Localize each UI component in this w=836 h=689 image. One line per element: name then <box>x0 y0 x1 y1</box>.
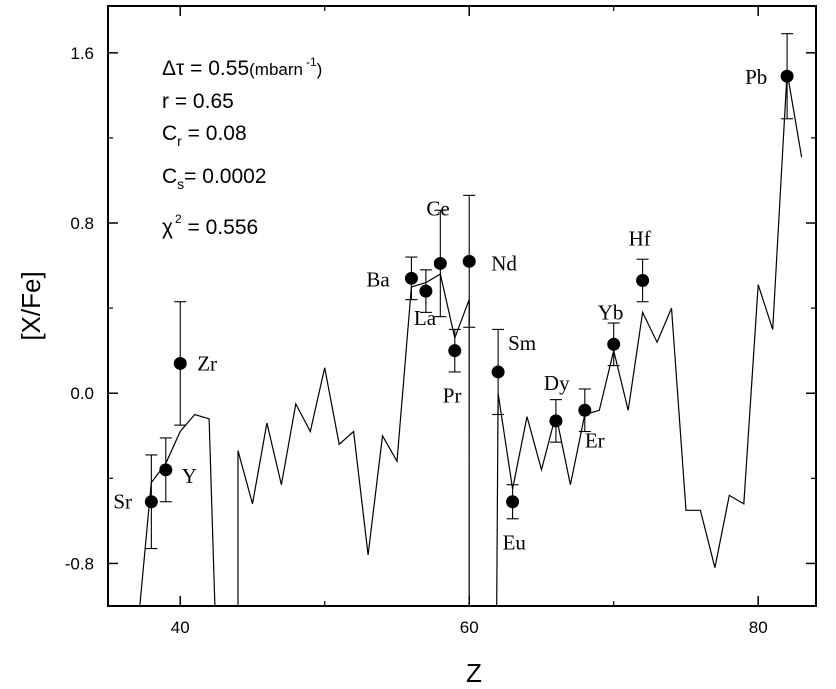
element-label-er: Er <box>585 428 605 452</box>
data-marker <box>462 254 476 268</box>
data-marker <box>159 463 173 477</box>
data-marker <box>491 365 505 379</box>
element-label-pr: Pr <box>443 384 462 408</box>
data-point-y: Y <box>159 437 197 503</box>
data-point-pr: Pr <box>443 328 462 408</box>
data-marker <box>506 495 520 509</box>
element-label-nd: Nd <box>491 251 517 275</box>
x-tick-label: 60 <box>460 618 479 637</box>
data-point-eu: Eu <box>503 484 527 555</box>
element-label-dy: Dy <box>544 371 570 395</box>
y-tick-label: 1.6 <box>70 44 94 63</box>
data-marker <box>780 69 794 83</box>
element-label-yb: Yb <box>598 300 624 324</box>
y-tick-label: 0.0 <box>70 384 94 403</box>
x-tick-label: 40 <box>171 618 190 637</box>
data-point-sm: Sm <box>491 328 536 416</box>
element-label-hf: Hf <box>629 226 651 250</box>
data-marker <box>607 337 621 351</box>
data-point-yb: Yb <box>598 300 624 367</box>
y-tick-label: -0.8 <box>65 554 94 573</box>
model-line-group <box>139 71 803 606</box>
y-axis-title: [X/Fe] <box>16 271 46 340</box>
data-point-la: La <box>414 269 437 330</box>
data-marker <box>636 273 650 287</box>
data-marker <box>404 271 418 285</box>
data-point-nd: Nd <box>462 194 517 328</box>
annotation-delta-tau: Δτ = 0.55(mbarn -1) <box>162 55 322 80</box>
data-point-dy: Dy <box>544 371 570 443</box>
x-axis-title: Z <box>466 658 482 688</box>
plot-frame <box>107 5 817 607</box>
annotation-cs: Cs= 0.0002 <box>162 165 267 192</box>
element-label-zr: Zr <box>197 351 217 375</box>
data-marker <box>144 495 158 509</box>
model-line-segment-3 <box>496 71 803 606</box>
data-point-er: Er <box>578 388 605 452</box>
data-point-ba: Ba <box>366 256 418 301</box>
x-tick-label: 80 <box>749 618 768 637</box>
element-label-ce: Ce <box>426 196 449 220</box>
element-label-sm: Sm <box>508 331 536 355</box>
data-marker <box>419 284 433 298</box>
data-marker <box>549 414 563 428</box>
data-marker <box>433 256 447 270</box>
element-label-pb: Pb <box>745 65 767 89</box>
element-label-la: La <box>414 306 437 330</box>
element-label-ba: Ba <box>366 267 390 291</box>
data-point-pb: Pb <box>745 33 794 120</box>
data-marker <box>578 403 592 417</box>
element-label-y: Y <box>182 464 197 488</box>
annotation-r: r = 0.65 <box>162 90 234 113</box>
data-marker <box>448 344 462 358</box>
annotation-cr: Cr = 0.08 <box>162 122 247 149</box>
data-point-hf: Hf <box>629 226 651 303</box>
element-label-sr: Sr <box>113 490 132 514</box>
element-label-eu: Eu <box>503 531 527 555</box>
data-marker <box>173 356 187 370</box>
data-point-zr: Zr <box>173 301 217 426</box>
data-point-sr: Sr <box>113 454 158 550</box>
data-point-ce: Ce <box>426 196 450 318</box>
y-tick-label: 0.8 <box>70 214 94 233</box>
